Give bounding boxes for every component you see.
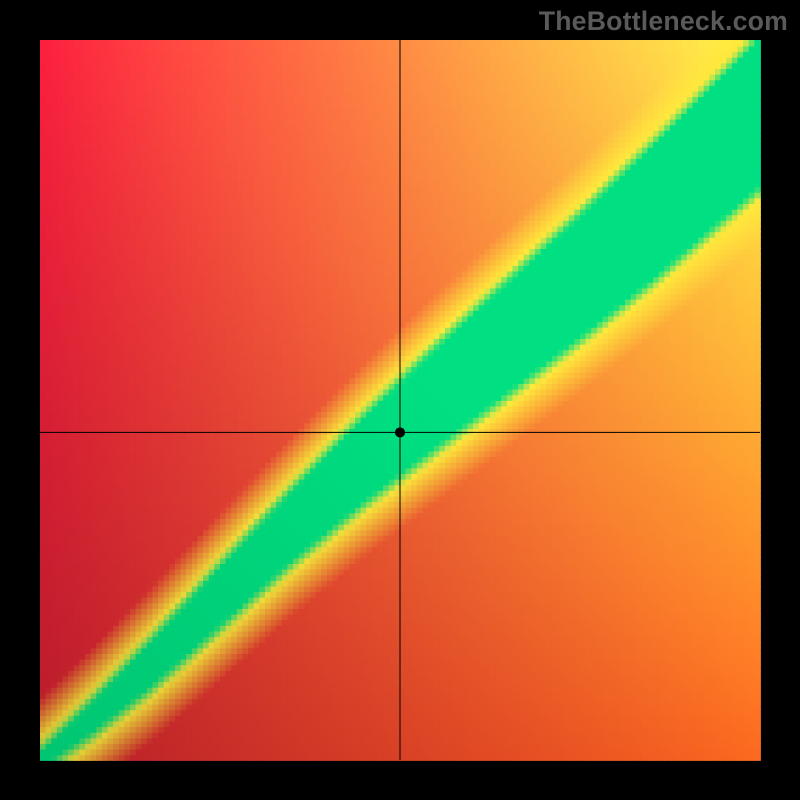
chart-container: TheBottleneck.com <box>0 0 800 800</box>
watermark-label: TheBottleneck.com <box>539 6 788 37</box>
heatmap-canvas <box>0 0 800 800</box>
